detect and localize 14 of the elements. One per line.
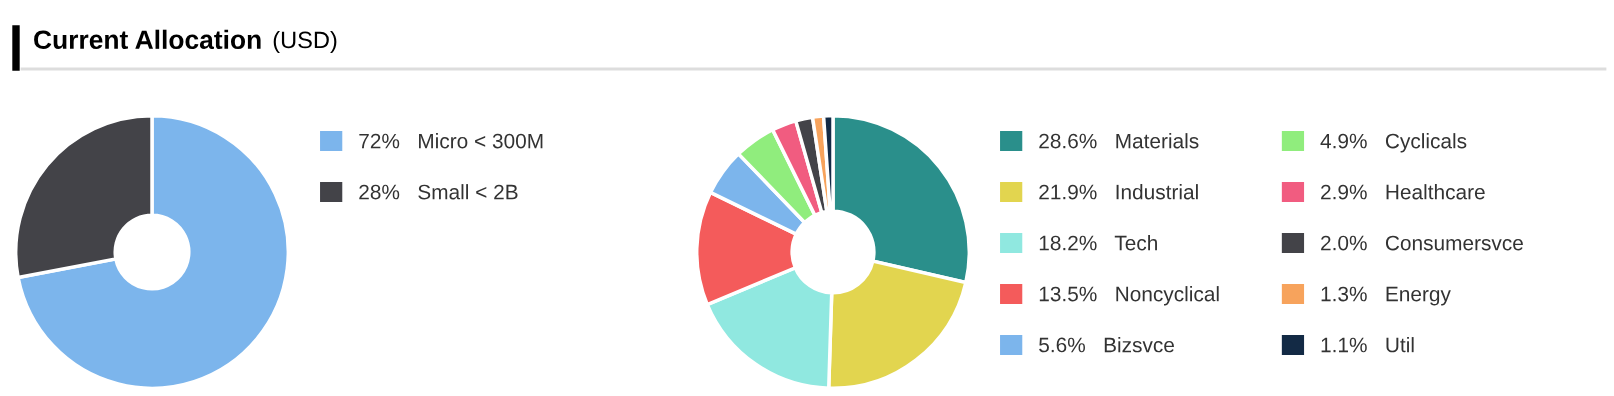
legend-label: 5.6% Bizsvce <box>1039 337 1174 353</box>
legend-label: 28% Small < 2B <box>359 184 518 200</box>
legend-label: 72% Micro < 300M <box>359 133 543 149</box>
legend-label: 4.9% Cyclicals <box>1320 133 1467 153</box>
legend-label: 1.1% Util <box>1321 337 1414 353</box>
legend-label: 2.9% Healthcare <box>1321 184 1485 200</box>
legend-label: 1.3% Energy <box>1321 286 1451 306</box>
legend-label: 28.6% Materials <box>1039 133 1199 149</box>
legend-label: 21.9% Industrial <box>1039 184 1198 200</box>
chart-subtitle: (USD) <box>273 31 337 53</box>
legend-label: 13.5% Noncyclical <box>1039 286 1219 306</box>
chart-title: Current Allocation <box>34 29 261 50</box>
legend-label: 18.2% Tech <box>1039 235 1157 251</box>
legend-label: 2.0% Consumersvce <box>1321 235 1523 251</box>
